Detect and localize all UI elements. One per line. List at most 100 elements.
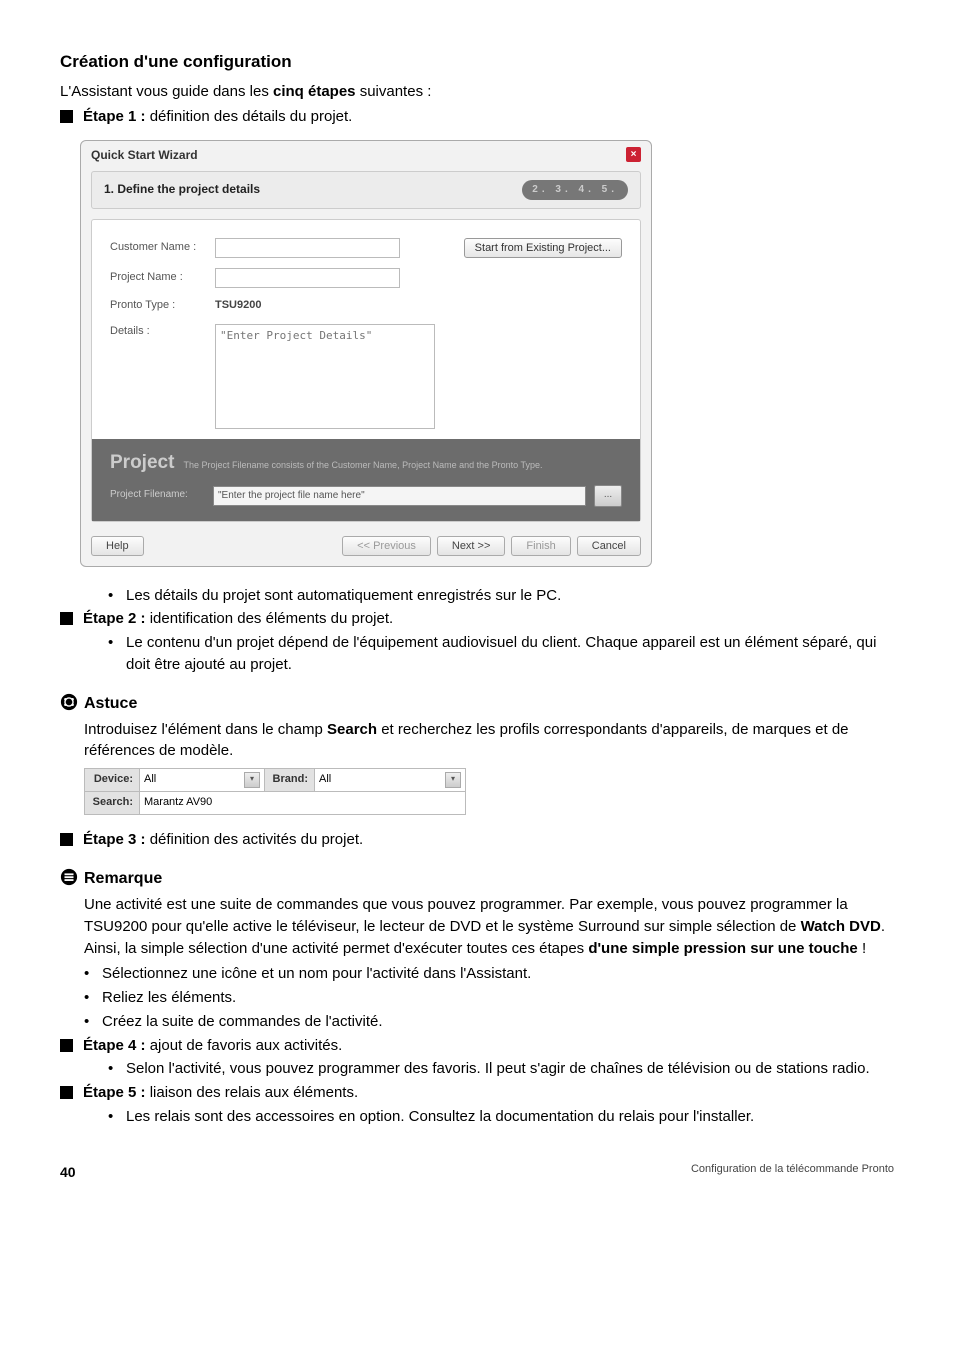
- pronto-value: TSU9200: [215, 298, 261, 314]
- previous-button[interactable]: << Previous: [342, 536, 431, 556]
- help-button[interactable]: Help: [91, 536, 144, 556]
- customer-input[interactable]: [215, 238, 400, 258]
- step2-row: Étape 2 : identification des éléments du…: [60, 608, 894, 630]
- search-strip: Device: All▾ Brand: All▾ Search: Marantz…: [84, 768, 466, 815]
- list-item: • Créez la suite de commandes de l'activi…: [84, 1011, 894, 1033]
- list-item: •Sélectionnez une icône et un nom pour l…: [84, 963, 894, 985]
- intro-bold: cinq étapes: [273, 83, 356, 100]
- intro-suffix: suivantes :: [356, 83, 432, 100]
- square-bullet-icon: [60, 612, 73, 625]
- wizard-step-title: 1. Define the project details: [104, 181, 260, 198]
- device-select[interactable]: All▾: [140, 769, 265, 792]
- list-item: • Le contenu d'un projet dépend de l'équ…: [108, 632, 894, 676]
- project-filename-label: Project Filename:: [110, 488, 205, 503]
- step4-text: Étape 4 : ajout de favoris aux activités…: [83, 1035, 342, 1057]
- note-b1: Sélectionnez une icône et un nom pour l'…: [102, 963, 531, 985]
- brand-value: All: [319, 772, 331, 788]
- intro-line: L'Assistant vous guide dans les cinq éta…: [60, 81, 894, 103]
- square-bullet-icon: [60, 110, 73, 123]
- list-item: • Les relais sont des accessoires en opti…: [108, 1106, 894, 1128]
- step5-desc: liaison des relais aux éléments.: [146, 1084, 359, 1101]
- tip-label: Astuce: [84, 692, 137, 715]
- search-input-cell[interactable]: Marantz AV90: [140, 792, 465, 814]
- chevron-down-icon: ▾: [244, 772, 260, 788]
- device-label: Device:: [85, 769, 140, 792]
- tip-icon: [60, 693, 78, 711]
- wizard-body: Customer Name : Start from Existing Proj…: [91, 219, 641, 521]
- details-textarea[interactable]: [215, 324, 435, 429]
- step5-detail: Les relais sont des accessoires en optio…: [126, 1106, 754, 1128]
- customer-row: Customer Name : Start from Existing Proj…: [110, 238, 622, 258]
- project-filename-input[interactable]: [213, 486, 586, 506]
- step3-row: Étape 3 : définition des activités du pr…: [60, 829, 894, 851]
- tip-bold: Search: [327, 721, 377, 738]
- bullet-dot-icon: •: [108, 1106, 120, 1128]
- pronto-label: Pronto Type :: [110, 298, 215, 314]
- step2-label: Étape 2 :: [83, 610, 146, 627]
- start-existing-button[interactable]: Start from Existing Project...: [464, 238, 622, 258]
- bullet-dot-icon: •: [84, 987, 96, 1009]
- cancel-button[interactable]: Cancel: [577, 536, 641, 556]
- next-button[interactable]: Next >>: [437, 536, 506, 556]
- step4-label: Étape 4 :: [83, 1037, 146, 1054]
- step5-sublist: • Les relais sont des accessoires en opti…: [108, 1106, 894, 1128]
- step3-desc: définition des activités du projet.: [146, 831, 364, 848]
- page-number: 40: [60, 1162, 76, 1182]
- search-label: Search:: [85, 792, 140, 814]
- step5-text: Étape 5 : liaison des relais aux élément…: [83, 1082, 358, 1104]
- step2-detail: Le contenu d'un projet dépend de l'équip…: [126, 632, 894, 676]
- page-footer: 40 Configuration de la télécommande Pron…: [60, 1162, 894, 1182]
- wizard-dialog: Quick Start Wizard × 1. Define the proje…: [80, 140, 652, 566]
- wizard-step-bar: 1. Define the project details 2. 3. 4. 5…: [91, 171, 641, 210]
- step4-row: Étape 4 : ajout de favoris aux activités…: [60, 1035, 894, 1057]
- tip-text: Introduisez l'élément dans le champ Sear…: [84, 719, 894, 763]
- step5-row: Étape 5 : liaison des relais aux élément…: [60, 1082, 894, 1104]
- note-b3: Créez la suite de commandes de l'activit…: [102, 1011, 383, 1033]
- square-bullet-icon: [60, 1086, 73, 1099]
- step3-label: Étape 3 :: [83, 831, 146, 848]
- section-title: Création d'une configuration: [60, 50, 894, 75]
- project-heading: Project: [110, 452, 174, 473]
- note-p1d: d'une simple pression sur une touche: [588, 940, 857, 957]
- square-bullet-icon: [60, 1039, 73, 1052]
- step1-desc: définition des détails du projet.: [146, 108, 353, 125]
- note-label: Remarque: [84, 867, 162, 890]
- project-band: Project The Project Filename consists of…: [92, 439, 640, 521]
- footer-text: Configuration de la télécommande Pronto: [691, 1162, 894, 1182]
- step4-desc: ajout de favoris aux activités.: [146, 1037, 343, 1054]
- bullet-dot-icon: •: [84, 1011, 96, 1033]
- brand-select[interactable]: All ▾: [315, 769, 465, 792]
- details-label: Details :: [110, 324, 215, 340]
- project-row: Project Name :: [110, 268, 622, 288]
- step4-detail: Selon l'activité, vous pouvez programmer…: [126, 1058, 870, 1080]
- note-header: Remarque: [60, 867, 894, 890]
- finish-button[interactable]: Finish: [511, 536, 570, 556]
- step2-desc: identification des éléments du projet.: [146, 610, 394, 627]
- step1-sublist: • Les détails du projet sont automatique…: [108, 585, 894, 607]
- step2-text: Étape 2 : identification des éléments du…: [83, 608, 393, 630]
- step1-detail: Les détails du projet sont automatiqueme…: [126, 585, 561, 607]
- bullet-dot-icon: •: [108, 632, 120, 676]
- close-icon[interactable]: ×: [626, 147, 641, 162]
- project-label: Project Name :: [110, 270, 215, 286]
- list-item: • Les détails du projet sont automatique…: [108, 585, 894, 607]
- square-bullet-icon: [60, 833, 73, 846]
- wizard-footer-right: << Previous Next >> Finish Cancel: [342, 536, 641, 556]
- wizard-titlebar: Quick Start Wizard ×: [81, 141, 651, 166]
- list-item: •Selon l'activité, vous pouvez programme…: [108, 1058, 894, 1080]
- search-value: Marantz AV90: [144, 795, 212, 811]
- note-p1e: !: [858, 940, 866, 957]
- note-sublist: • Sélectionnez une icône et un nom pour l…: [84, 963, 894, 1032]
- pronto-row: Pronto Type : TSU9200: [110, 298, 622, 314]
- wizard-title-text: Quick Start Wizard: [91, 147, 198, 164]
- chevron-down-icon: ▾: [445, 772, 461, 788]
- intro-prefix: L'Assistant vous guide dans les: [60, 83, 273, 100]
- step2-sublist: • Le contenu d'un projet dépend de l'équ…: [108, 632, 894, 676]
- project-band-header: Project The Project Filename consists of…: [110, 449, 622, 477]
- note-paragraph: Une activité est une suite de commandes …: [84, 894, 894, 959]
- project-input[interactable]: [215, 268, 400, 288]
- list-item: •Reliez les éléments.: [84, 987, 894, 1009]
- browse-button[interactable]: ...: [594, 485, 622, 507]
- tip-prefix: Introduisez l'élément dans le champ: [84, 721, 327, 738]
- step4-sublist: •Selon l'activité, vous pouvez programme…: [108, 1058, 894, 1080]
